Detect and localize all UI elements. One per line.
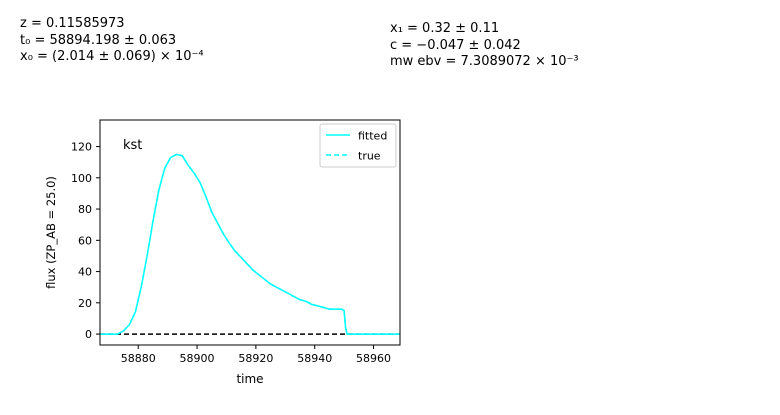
axis-ticks: 58880 58900 58920 58940 58960 0 20 40 60 80 100 120	[71, 141, 391, 365]
param-x1: x₁ = 0.32 ± 0.11	[390, 21, 500, 36]
x-tick-label: 58940	[297, 352, 332, 365]
series-fitted-line	[100, 153, 400, 335]
x-axis-label: time	[236, 372, 263, 386]
fit-parameters-left: z = 0.11585973 t₀ = 58894.198 ± 0.063 x₀…	[20, 16, 204, 66]
y-tick-label: 120	[71, 141, 92, 154]
data-layer	[100, 153, 400, 335]
legend: fitted true	[319, 123, 397, 168]
x-tick-label: 58880	[121, 352, 156, 365]
y-tick-label: 100	[71, 172, 92, 185]
legend-true-label: true	[358, 150, 381, 163]
y-tick-label: 0	[85, 328, 92, 341]
param-redshift: z = 0.11585973	[20, 16, 125, 31]
y-tick-label: 20	[78, 297, 92, 310]
series-true-line	[100, 153, 400, 335]
plot-frame	[99, 119, 401, 346]
param-color: c = −0.047 ± 0.042	[390, 37, 521, 53]
band-label: kst	[123, 138, 142, 153]
y-axis-label: flux (ZP_AB = 25.0)	[44, 176, 58, 289]
y-tick-label: 60	[78, 234, 92, 247]
param-x0: x₀ = (2.014 ± 0.069) × 10⁻⁴	[20, 49, 204, 64]
y-tick-label: 80	[78, 203, 92, 216]
param-mw-ebv: mw ebv = 7.3089072 × 10⁻³	[390, 54, 579, 69]
legend-fitted-label: fitted	[358, 130, 387, 143]
fit-parameters-right: x₁ = 0.32 ± 0.11 c = −0.047 ± 0.042 mw e…	[390, 21, 579, 71]
x-tick-label: 58900	[180, 352, 215, 365]
param-t0: t₀ = 58894.198 ± 0.063	[20, 32, 177, 48]
x-tick-label: 58960	[356, 352, 391, 365]
x-tick-label: 58920	[238, 352, 273, 365]
y-tick-label: 40	[78, 266, 92, 279]
